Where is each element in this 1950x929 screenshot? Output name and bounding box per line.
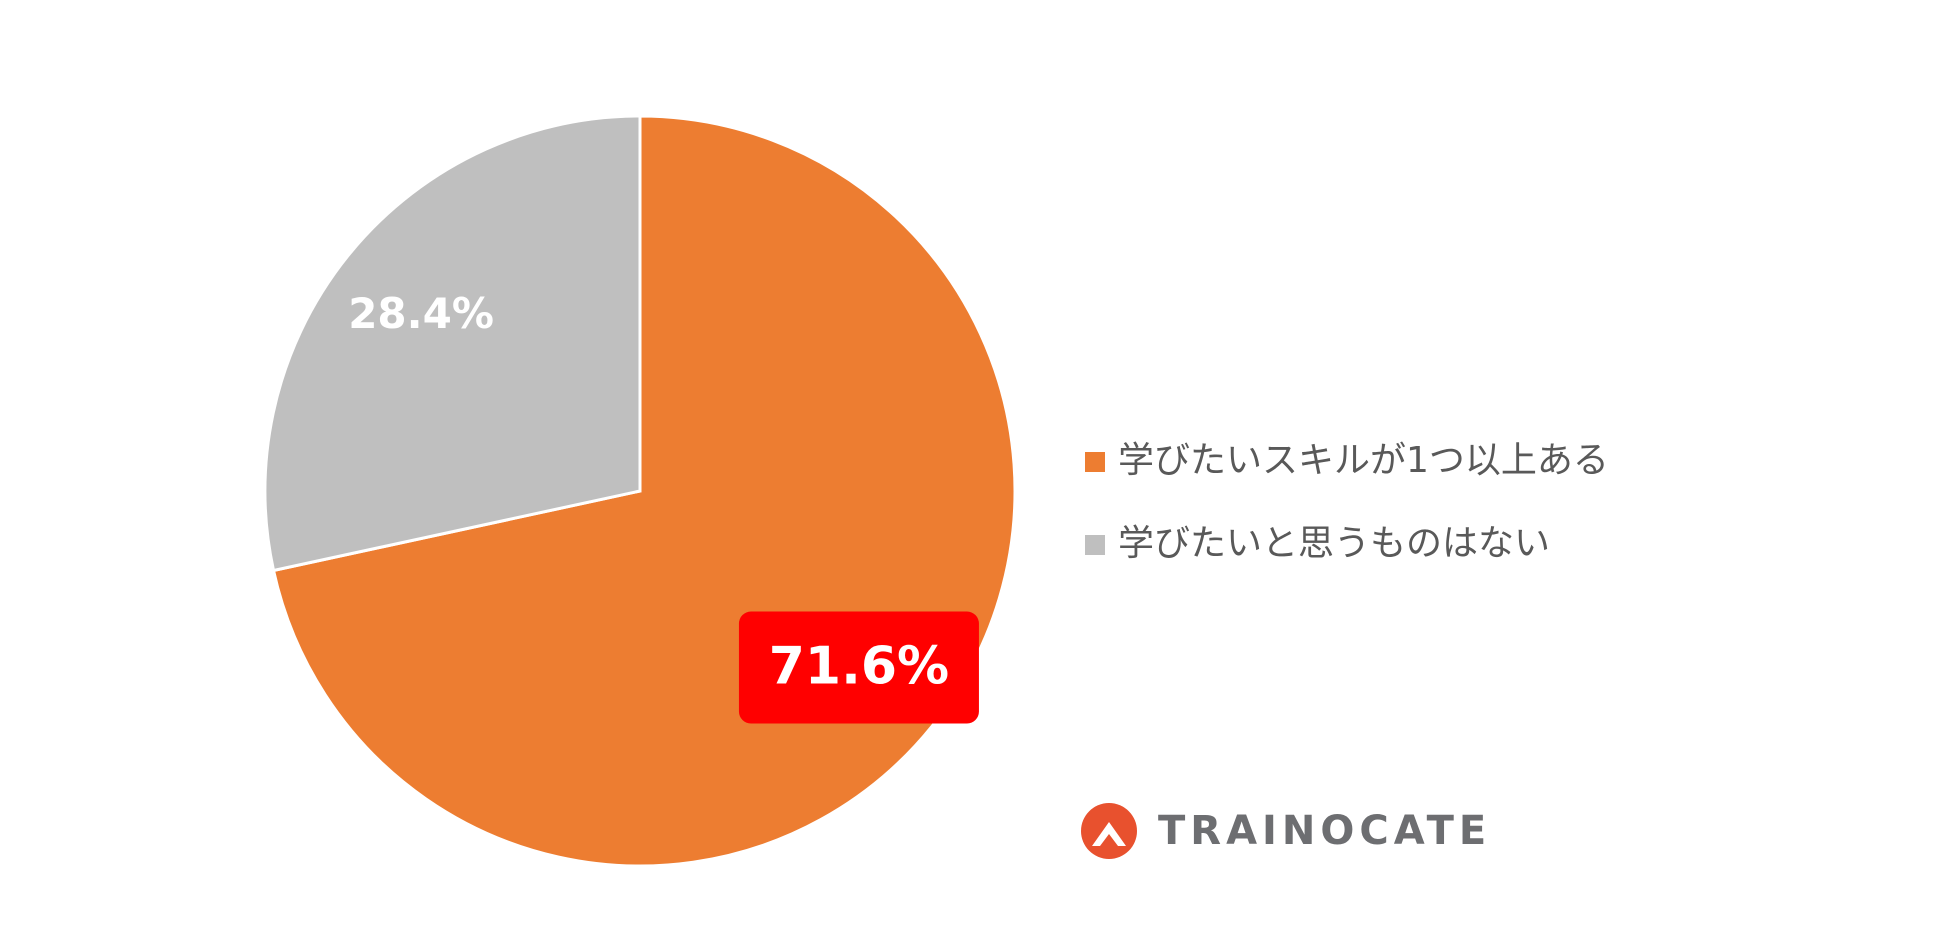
pie-slice xyxy=(263,114,642,573)
legend-marker xyxy=(1085,535,1105,555)
logo-icon-mark xyxy=(1092,822,1126,846)
logo: TRAINOCATE xyxy=(1081,803,1491,859)
legend-marker xyxy=(1085,452,1105,472)
legend-label: 学びたいスキルが1つ以上ある xyxy=(1118,440,1609,481)
value-label-box xyxy=(738,611,979,724)
value-label: 71.6% xyxy=(769,637,949,697)
legend-label: 学びたいと思うものはない xyxy=(1118,523,1550,564)
value-label: 28.4% xyxy=(348,289,494,338)
logo-text: TRAINOCATE xyxy=(1158,808,1491,854)
